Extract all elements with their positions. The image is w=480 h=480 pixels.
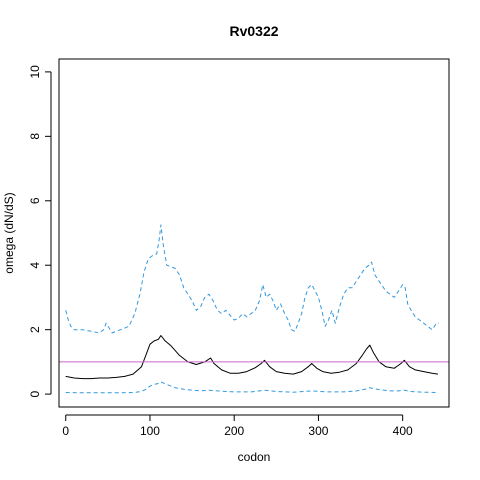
y-tick-label: 0: [28, 390, 42, 397]
series-line-3: [65, 381, 439, 394]
plot-frame: [58, 58, 450, 408]
x-tick-label: 100: [140, 424, 160, 438]
plot-layer: [59, 224, 449, 394]
y-tick-label: 6: [28, 197, 42, 204]
y-axis: 0 2 4 6 8 10: [28, 65, 52, 397]
series-line-2: [65, 224, 439, 334]
y-tick-label: 8: [28, 133, 42, 140]
y-tick-label: 2: [28, 326, 42, 333]
x-axis: 0 100 200 300 400: [62, 414, 413, 438]
y-tick-label: 4: [28, 262, 42, 269]
y-axis-label: omega (dN/dS): [2, 192, 16, 273]
x-axis-label: codon: [238, 450, 271, 464]
chart-title: Rv0322: [229, 23, 278, 39]
series-line-1: [65, 335, 439, 380]
x-tick-label: 0: [62, 424, 69, 438]
x-tick-label: 200: [224, 424, 244, 438]
y-tick-label: 10: [28, 65, 42, 79]
x-tick-label: 400: [393, 424, 413, 438]
x-tick-label: 300: [308, 424, 328, 438]
